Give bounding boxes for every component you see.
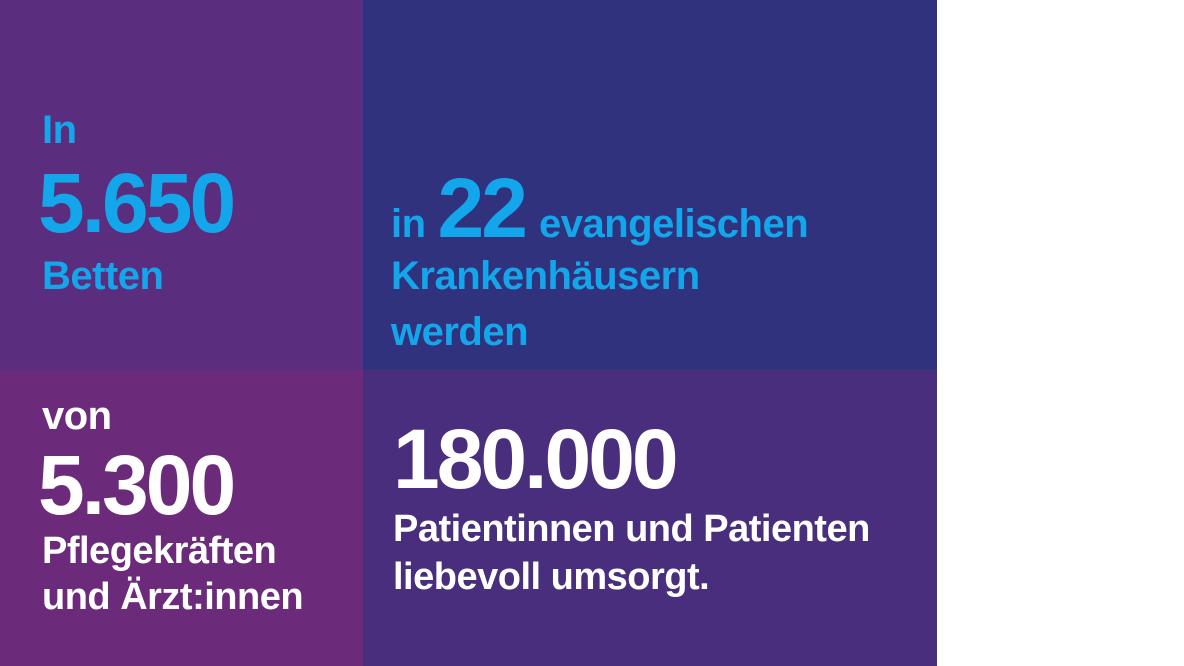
patients-line-2: liebevoll umsorgt.	[393, 556, 710, 598]
beds-number: 5.650	[38, 156, 236, 250]
hospitals-panel: in 22 evangelischen Krankenhäusern werde…	[363, 0, 937, 370]
patients-line-1: Patientinnen und Patienten	[393, 508, 870, 550]
staff-number: 5.300	[38, 438, 236, 532]
beds-label: Betten	[42, 254, 164, 298]
staff-panel: von 5.300 Pflegekräften und Ärzt:innen	[0, 370, 363, 666]
patients-panel: 180.000 Patientinnen und Patienten liebe…	[363, 370, 937, 666]
staff-line-2: und Ärzt:innen	[42, 576, 304, 618]
hospitals-number: 22	[437, 161, 528, 255]
hospitals-line-3: werden	[391, 310, 529, 354]
beds-prefix: In	[42, 108, 77, 152]
patients-number: 180.000	[393, 412, 679, 506]
hospitals-word: evangelischen	[538, 202, 809, 246]
hospitals-line-2: Krankenhäusern	[391, 254, 700, 298]
staff-line-1: Pflegekräften	[42, 530, 277, 572]
staff-prefix: von	[42, 394, 112, 438]
infographic-grid: In 5.650 Betten in 22 evangelischen Kran…	[0, 0, 937, 666]
hospitals-prefix: in	[391, 202, 426, 246]
hospitals-line-1: in 22 evangelischen	[391, 160, 809, 255]
beds-panel: In 5.650 Betten	[0, 0, 363, 370]
